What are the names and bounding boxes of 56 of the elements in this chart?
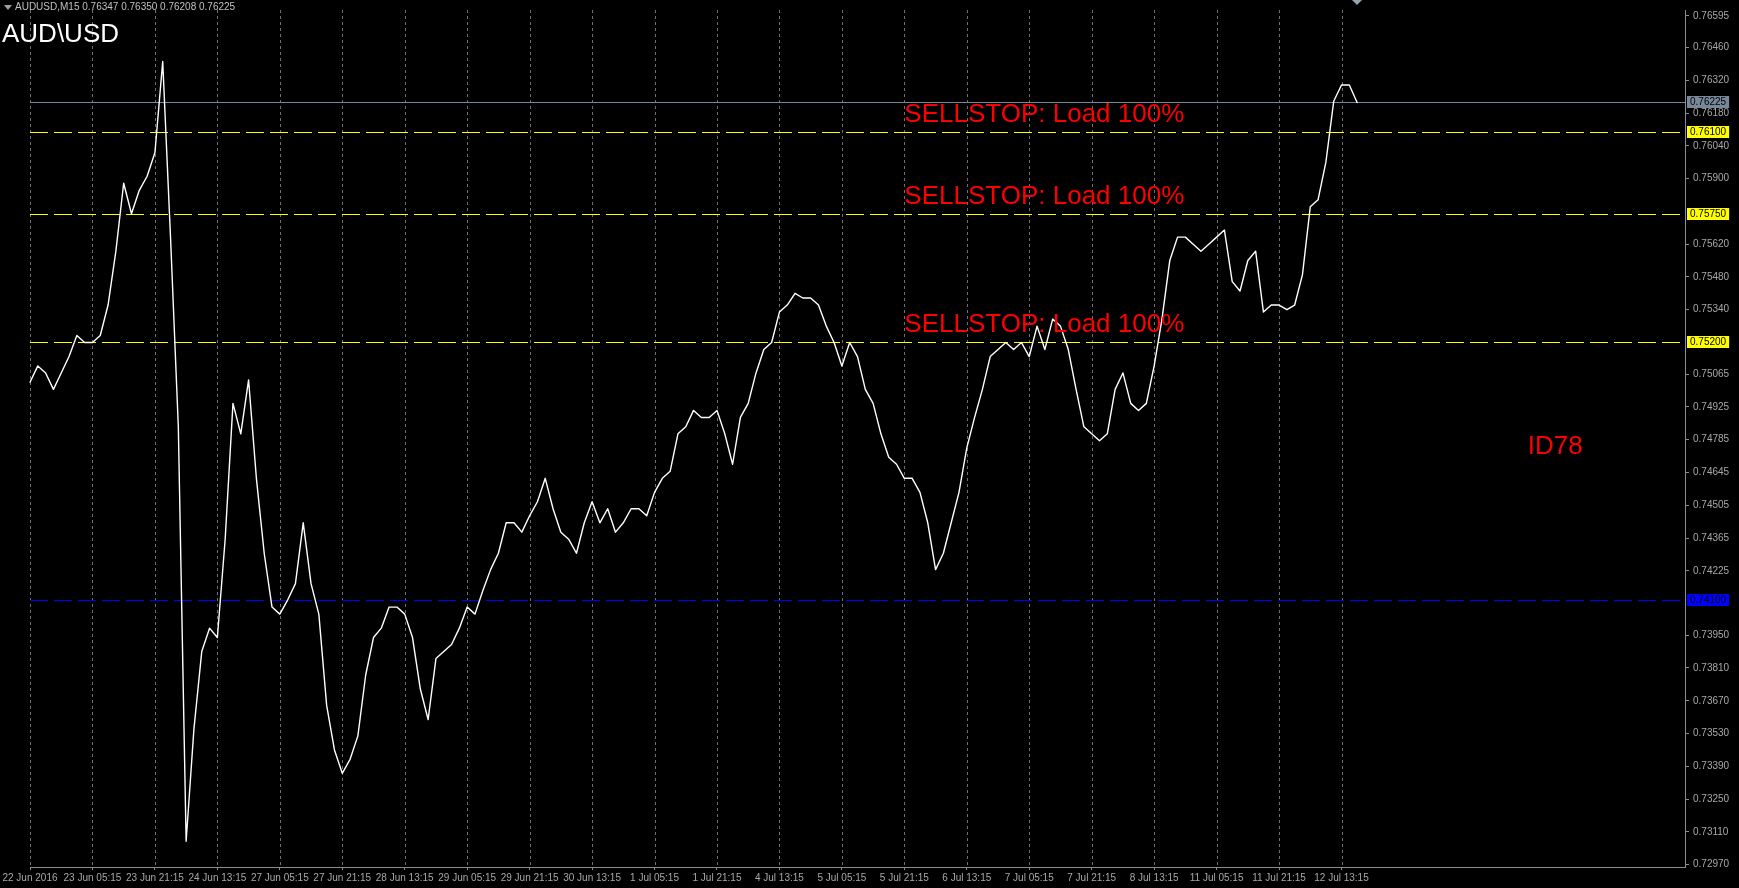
x-tick-label: 27 Jun 21:15 [313,871,372,883]
y-tick-label: 0.76040 [1693,139,1730,151]
y-tick-label: 0.76320 [1693,74,1730,85]
y-tick-label: 0.73530 [1693,727,1730,739]
x-tick-label: 27 Jun 05:15 [250,871,310,883]
annotation: ID78 [1527,430,1583,461]
annotation: SELLSTOP: Load 100% [904,97,1185,128]
x-tick-label: 23 Jun 21:15 [125,871,185,883]
chart-subtitle: AUDUSD,M15 0.76347 0.76350 0.76208 0.76225 [15,0,236,12]
x-tick-label: 7 Jul 05:15 [1004,871,1055,883]
x-tick-label: 8 Jul 13:15 [1129,871,1180,883]
y-tick-label: 0.75480 [1693,270,1730,282]
y-tick-label: 0.74225 [1693,564,1730,576]
y-tick-label: 0.74785 [1693,433,1730,445]
y-tick-label: 0.74365 [1693,531,1730,543]
x-tick-label: 1 Jul 21:15 [692,871,742,883]
x-tick-label: 24 Jun 13:15 [188,871,247,883]
ref-line-label: 0.76100 [1690,126,1727,138]
y-tick-label: 0.75620 [1693,237,1730,249]
annotation: SELLSTOP: Load 100% [904,179,1185,210]
y-tick-label: 0.73810 [1693,661,1730,673]
y-tick-label: 0.74645 [1693,466,1730,478]
y-tick-label: 0.72970 [1693,858,1730,870]
x-tick-label: 11 Jul 05:15 [1189,871,1244,883]
y-tick-label: 0.74925 [1693,400,1730,412]
y-tick-label: 0.73250 [1693,792,1730,804]
ref-line-label: 0.75200 [1690,336,1727,348]
x-tick-label: 11 Jul 21:15 [1252,871,1307,883]
x-tick-label: 29 Jun 05:15 [438,871,497,883]
x-tick-label: 28 Jun 13:15 [375,871,435,883]
x-tick-label: 29 Jun 21:15 [500,871,559,883]
y-tick-label: 0.73390 [1693,760,1730,772]
ref-line-label: 0.74100 [1690,594,1727,606]
ref-line-label: 0.75750 [1690,208,1727,220]
x-tick-label: 5 Jul 05:15 [817,871,867,883]
x-tick-label: 22 Jun 2016 [2,871,58,883]
x-tick-label: 4 Jul 13:15 [754,871,805,883]
x-tick-label: 6 Jul 13:15 [942,871,992,883]
y-tick-label: 0.75340 [1693,303,1730,315]
x-tick-label: 5 Jul 21:15 [879,871,930,883]
y-tick-label: 0.73670 [1693,694,1730,706]
ref-line-label: 0.76225 [1690,96,1727,108]
x-tick-label: 1 Jul 05:15 [630,871,680,883]
x-tick-label: 7 Jul 21:15 [1067,871,1117,883]
y-tick-label: 0.76460 [1693,41,1730,53]
chart-title: AUD\USD [2,18,120,49]
x-tick-label: 12 Jul 13:15 [1314,871,1370,883]
y-tick-label: 0.73950 [1693,628,1730,640]
y-tick-label: 0.75900 [1693,172,1730,184]
y-tick-label: 0.75065 [1693,367,1730,379]
y-tick-label: 0.76180 [1693,106,1730,118]
x-tick-label: 23 Jun 05:15 [63,871,122,883]
y-tick-label: 0.76595 [1693,9,1730,21]
y-tick-label: 0.73110 [1693,825,1729,837]
x-tick-label: 30 Jun 13:15 [563,871,622,883]
y-tick-label: 0.74505 [1693,498,1730,510]
